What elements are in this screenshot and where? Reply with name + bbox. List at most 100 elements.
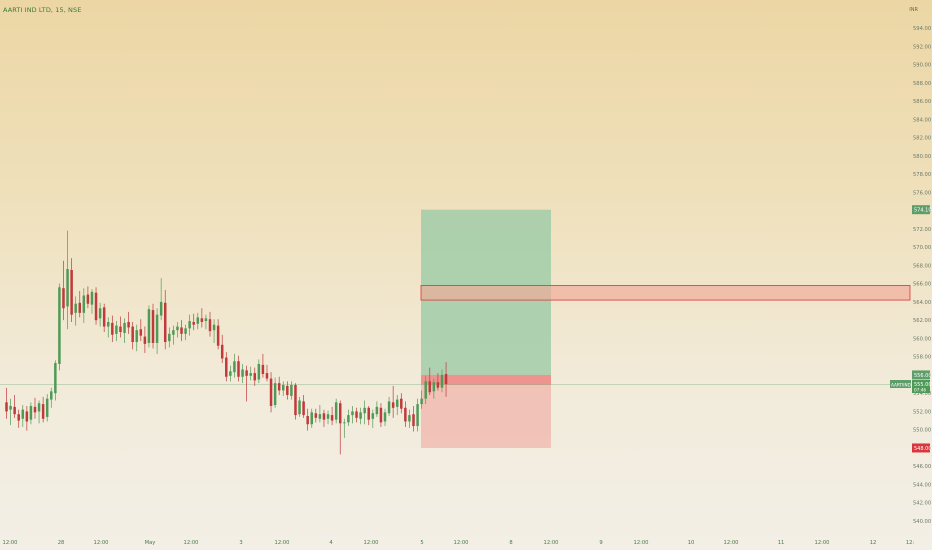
stop-price-label: 548.00 [914,446,932,452]
y-tick-label: 578.00 [913,172,931,178]
candle-body [98,308,102,319]
y-tick-label: 560.00 [913,336,931,342]
candle-body [143,336,147,344]
x-tick-label: May [145,540,156,546]
candle-body [233,361,236,373]
candle-body [90,291,94,305]
resistance-zone[interactable] [420,285,911,301]
candle-body [367,407,370,420]
candle-body [107,321,110,327]
stop-zone[interactable] [421,374,551,448]
candle-body [383,412,387,422]
candle-body [25,411,29,422]
candle-body [391,402,395,408]
candle-body [261,364,265,375]
symbol-title: AARTI IND LTD, 15, NSE [3,6,82,14]
candle-body [192,321,195,325]
candle-body [82,295,86,313]
last-price-bg [912,380,930,394]
candle-body [273,383,277,406]
candle-body [420,398,423,405]
candle-body [9,405,12,410]
candle-body [220,344,224,359]
x-tick-label: 12:00 [454,540,469,546]
x-tick-label: 12:00 [184,540,199,546]
candle-body [290,384,293,396]
candle-body [17,414,20,421]
y-tick-label: 564.00 [913,300,931,306]
candle-body [123,322,126,333]
candle-body [314,413,318,418]
y-tick-label: 550.00 [913,428,931,434]
candle-body [444,374,448,385]
y-tick-label: 540.00 [913,519,931,525]
candle-body [249,373,252,376]
candle-body [94,292,98,321]
candle-body [371,413,375,419]
candle-body [237,361,240,377]
candle-body [241,369,244,377]
candle-body [78,302,82,313]
candle-body [196,317,200,324]
candle-body [298,400,301,415]
candle-body [225,357,228,377]
x-tick-label: 12:00 [275,540,290,546]
candle-body [269,378,273,406]
candle-body [424,381,427,399]
x-tick-label: 9 [599,540,602,546]
candle-body [135,330,138,343]
x-tick-label: 12:00 [94,540,109,546]
x-tick-label: 3 [239,540,242,546]
y-tick-label: 576.00 [913,190,931,196]
x-tick-label: 12:00 [815,540,830,546]
y-tick-label: 544.00 [913,482,931,488]
candle-body [13,406,16,415]
candle-body [147,309,151,343]
candle-body [58,287,61,364]
candle-body [253,373,257,381]
candle-body [408,415,411,422]
candle-body [412,414,415,427]
candle-body [50,391,53,400]
candle-body [229,371,232,376]
symbol-badge-bg [890,380,911,389]
x-tick-label: 4 [329,540,333,546]
x-tick-label: 28 [58,540,65,546]
candle-body [355,411,358,418]
candle-body [351,411,354,416]
candle-body [310,412,313,425]
candle-body [155,314,159,343]
y-tick-label: 568.00 [913,263,931,269]
candle-body [395,399,399,407]
candle-body [432,382,436,392]
candle-body [428,381,432,393]
x-tick-label: 12:00 [634,540,649,546]
candle-body [294,384,297,416]
candle-body [379,407,383,423]
candle-body [375,406,379,415]
symbol-badge: AARTIIND [891,382,911,387]
candle-body [163,302,167,343]
candle-body [41,404,45,419]
candle-body [400,398,403,409]
y-tick-label: 584.00 [913,117,931,123]
candle-body [115,325,118,334]
x-tick-label: 12:00 [3,540,18,546]
candle-body [139,329,143,336]
candle-body [33,406,37,413]
candle-body [86,294,90,304]
target-price-label: 574.10 [914,208,932,214]
candle-body [338,403,342,424]
entry-price-label-bg [912,370,930,380]
last-price-countdown: 07:46 [914,388,926,393]
candle-body [440,374,444,388]
y-tick-label: 562.00 [913,318,931,324]
entry-price-label: 556.00 [914,373,932,379]
candle-body [66,269,69,307]
candle-body [216,325,220,346]
candle-body [359,412,362,419]
candle-body [54,363,57,394]
y-tick-label: 594.00 [913,26,931,32]
candle-body [74,303,77,313]
